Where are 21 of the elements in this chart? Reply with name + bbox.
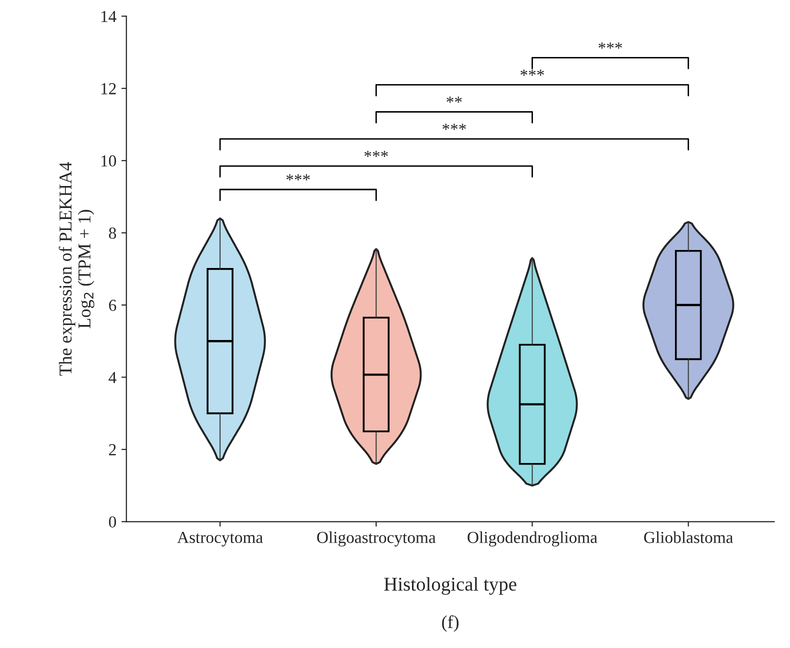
y-tick-label: 12 <box>101 83 116 94</box>
y-tick-label: 6 <box>109 300 116 311</box>
y-tick-label: 0 <box>108 516 116 528</box>
annotation: *** <box>286 174 310 180</box>
annotation: *** <box>520 70 544 76</box>
annotation: *** <box>598 42 622 49</box>
y-tick-label: 8 <box>108 228 116 239</box>
y-axis-title: The expression of PLEKHA4 Log$_{2}$ (TPM + 1) <box>58 162 94 376</box>
x-axis-title: Histological type <box>384 577 516 595</box>
y-tick-label: 4 <box>108 372 116 384</box>
y-tick-label: 14 <box>101 10 116 22</box>
x-tick-label: Oligodendroglioma <box>468 531 598 547</box>
x-tick-label: Oligoastrocytoma <box>317 531 436 547</box>
x-tick-label: Astrocytoma <box>177 532 263 546</box>
annotation: *** <box>442 124 466 130</box>
text: (f) <box>442 615 459 632</box>
x-tick-label: Glioblastoma <box>644 531 734 544</box>
annotation: *** <box>364 150 388 157</box>
y-tick-label: 10 <box>101 155 116 167</box>
y-tick-label: 2 <box>109 444 116 456</box>
annotation: ** <box>446 96 462 103</box>
